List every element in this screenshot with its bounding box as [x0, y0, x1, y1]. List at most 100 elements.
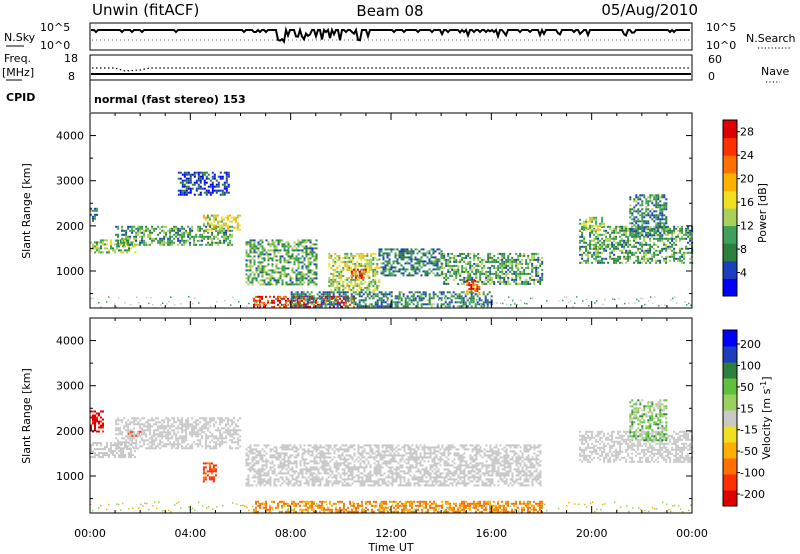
echo-cell	[513, 270, 516, 273]
echo-cell	[473, 272, 476, 275]
echo-cell	[451, 264, 454, 267]
echo-cell	[322, 303, 325, 306]
echo-cell	[641, 245, 644, 248]
echo-cell	[247, 468, 250, 471]
echo-cell	[221, 435, 224, 438]
echo-cell	[306, 299, 309, 302]
echo-cell	[382, 270, 385, 273]
echo-cell	[257, 253, 260, 256]
echo-cell	[106, 454, 108, 457]
echo-cell	[139, 229, 142, 232]
echo-cell	[155, 439, 158, 442]
echo-cell	[309, 269, 312, 272]
echo-cell	[203, 425, 206, 428]
echo-cell	[597, 235, 600, 238]
echo-cell	[342, 297, 345, 300]
echo-cell	[218, 226, 221, 229]
echo-cell	[370, 266, 373, 269]
echo-cell	[191, 183, 194, 186]
echo-cell	[201, 233, 204, 236]
echo-cell	[299, 283, 302, 286]
echo-cell	[269, 279, 272, 282]
echo-cell	[326, 297, 329, 300]
echo-cell	[227, 185, 230, 188]
echo-cell	[207, 445, 210, 448]
echo-cell	[585, 241, 588, 244]
echo-cell	[293, 263, 296, 266]
echo-cell	[169, 441, 172, 444]
echo-cell	[267, 478, 270, 481]
echo-cell	[145, 447, 148, 450]
echo-cell	[249, 446, 252, 449]
echo-cell	[643, 237, 646, 240]
echo-cell	[277, 478, 280, 481]
echo-cell	[410, 301, 413, 304]
echo-cell	[629, 243, 632, 246]
beam-title: Beam 08	[356, 2, 423, 20]
echo-cell	[163, 431, 166, 434]
echo-cell	[617, 245, 620, 248]
echo-cell	[446, 303, 449, 306]
echo-cell	[647, 228, 650, 231]
echo-cell	[591, 218, 594, 221]
echo-cell	[388, 303, 391, 306]
echo-cell	[313, 259, 316, 262]
echo-cell	[364, 270, 367, 273]
echo-cell	[261, 460, 264, 463]
echo-cell	[209, 185, 212, 188]
echo-cell	[471, 280, 474, 283]
echo-cell	[472, 301, 475, 304]
echo-cell	[189, 187, 192, 190]
echo-cell	[643, 243, 646, 246]
echo-cell	[253, 452, 256, 455]
echo-cell	[253, 470, 256, 473]
echo-cell	[271, 239, 274, 242]
echo-cell	[346, 264, 349, 267]
echo-cell	[249, 251, 252, 254]
echo-cell	[225, 417, 228, 420]
echo-cell	[669, 231, 672, 234]
echo-cell	[275, 456, 278, 459]
echo-cell	[364, 299, 367, 302]
echo-cell	[126, 239, 128, 242]
echo-cell	[277, 464, 280, 467]
echo-cell	[372, 284, 375, 287]
echo-cell	[484, 299, 487, 302]
echo-cell	[210, 468, 213, 471]
echo-cell	[265, 444, 268, 447]
echo-cell	[159, 231, 162, 234]
echo-cell	[472, 286, 475, 288]
echo-cell	[282, 304, 284, 306]
echo-cell	[257, 480, 260, 483]
echo-cell	[255, 269, 258, 272]
echo-cell	[133, 417, 136, 420]
echo-cell	[232, 218, 235, 221]
echo-cell	[587, 257, 590, 260]
echo-cell	[163, 435, 166, 438]
echo-cell	[432, 262, 435, 265]
echo-cell	[291, 468, 294, 471]
echo-cell	[195, 243, 198, 246]
echo-cell	[181, 233, 184, 236]
echo-cell	[167, 417, 170, 420]
echo-cell	[90, 207, 92, 210]
echo-cell	[155, 417, 158, 420]
echo-cell	[128, 448, 130, 451]
echo-cell	[459, 258, 462, 261]
echo-cell	[301, 241, 304, 244]
echo-cell	[601, 261, 604, 264]
echo-cell	[689, 229, 692, 232]
echo-cell	[663, 237, 666, 240]
echo-cell	[489, 282, 492, 285]
echo-cell	[589, 241, 592, 244]
echo-cell	[187, 423, 190, 426]
echo-cell	[476, 286, 479, 288]
echo-cell	[346, 252, 349, 255]
echo-cell	[362, 256, 365, 259]
echo-cell	[203, 191, 206, 194]
echo-cell	[217, 233, 220, 236]
echo-cell	[388, 260, 391, 263]
echo-cell	[197, 235, 200, 238]
echo-cell	[511, 268, 514, 271]
echo-cell	[384, 266, 387, 269]
